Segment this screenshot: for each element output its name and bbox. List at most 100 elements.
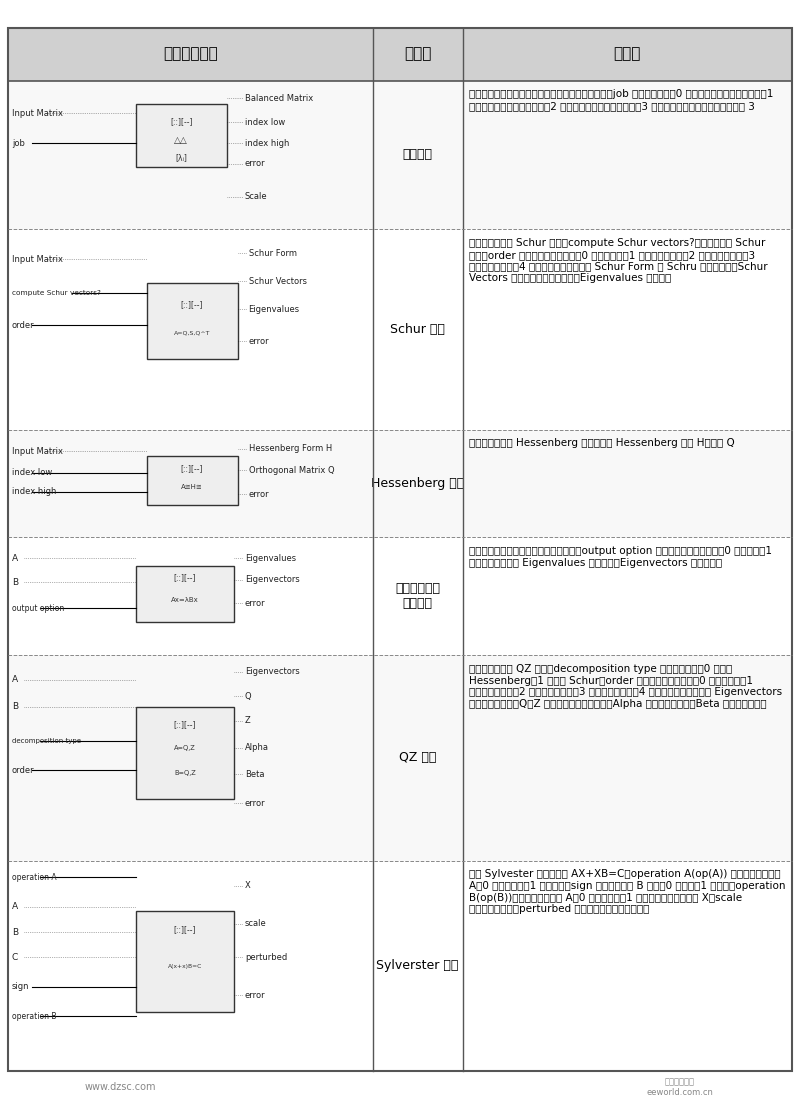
Text: Hessenberg Form H: Hessenberg Form H — [249, 445, 332, 454]
Text: A(x+x)B=C: A(x+x)B=C — [168, 964, 202, 969]
Text: [::][--]: [::][--] — [174, 925, 196, 934]
Bar — [8, 81, 373, 230]
Text: index low: index low — [245, 118, 286, 127]
Text: 计算输入矩阵的广义特征值和特征向量；output option 指定是否计算特征向量，0 表示计算，1 表示不计算；输出 Eigenvalues 为特征值，Ei: 计算输入矩阵的广义特征值和特征向量；output option 指定是否计算特征… — [469, 546, 772, 567]
Text: 平衡矩阵: 平衡矩阵 — [402, 149, 433, 161]
Text: index high: index high — [245, 139, 290, 148]
Text: Sylverster 方程: Sylverster 方程 — [377, 959, 459, 973]
Text: A: A — [12, 902, 18, 911]
Text: 功　能: 功 能 — [614, 46, 641, 62]
Text: perturbed: perturbed — [245, 953, 287, 962]
Text: C: C — [12, 953, 18, 962]
Bar — [135, 707, 234, 799]
Text: △△: △△ — [174, 136, 188, 145]
Text: index high: index high — [12, 488, 56, 497]
Text: B: B — [12, 702, 18, 711]
Text: Eigenvalues: Eigenvalues — [245, 554, 296, 563]
Text: Balanced Matrix: Balanced Matrix — [245, 94, 314, 103]
Text: QZ 分解: QZ 分解 — [399, 752, 436, 764]
Text: order: order — [12, 766, 34, 775]
Bar — [8, 860, 373, 1071]
Text: www.dzsc.com: www.dzsc.com — [84, 1082, 156, 1093]
Text: error: error — [249, 337, 270, 346]
Text: 名　称: 名 称 — [404, 46, 431, 62]
Text: Eigenvalues: Eigenvalues — [249, 305, 300, 314]
Text: Z: Z — [245, 716, 250, 725]
Text: error: error — [245, 598, 266, 608]
Text: Scale: Scale — [245, 192, 267, 201]
Bar — [8, 230, 373, 429]
Text: decomposition type: decomposition type — [12, 739, 81, 744]
Bar — [135, 911, 234, 1012]
Text: Orthogonal Matrix Q: Orthogonal Matrix Q — [249, 466, 334, 475]
Text: error: error — [245, 798, 266, 807]
Text: job: job — [12, 139, 25, 148]
Text: [::][--]: [::][--] — [174, 574, 196, 583]
Text: B=Q,Z: B=Q,Z — [174, 771, 196, 776]
Text: B: B — [12, 577, 18, 586]
Text: Schur 分解: Schur 分解 — [390, 323, 445, 336]
Text: index low: index low — [12, 468, 52, 477]
Bar — [373, 81, 462, 230]
Text: Input Matrix: Input Matrix — [12, 446, 63, 456]
Text: [::][--]: [::][--] — [170, 117, 193, 126]
Bar — [373, 656, 462, 860]
Text: A=Q,S,Q^T: A=Q,S,Q^T — [174, 330, 210, 336]
Bar — [462, 860, 792, 1071]
Bar — [146, 456, 238, 505]
Text: B: B — [12, 927, 18, 936]
Text: error: error — [245, 159, 266, 169]
Text: [::][--]: [::][--] — [174, 721, 196, 730]
Bar — [135, 105, 226, 167]
Text: 求解 Sylvester 矩阵方程式 AX+XB=C；operation A(op(A)) 指定是否转置矩阵 A，0 表示不转置，1 表示转置；sign 指定方: 求解 Sylvester 矩阵方程式 AX+XB=C；operation A(o… — [469, 869, 786, 914]
Bar — [462, 81, 792, 230]
Text: A=Q,Z: A=Q,Z — [174, 745, 196, 751]
Text: Eigenvectors: Eigenvectors — [245, 667, 300, 676]
Text: error: error — [245, 990, 266, 999]
Text: Hessenberg 分解: Hessenberg 分解 — [371, 477, 464, 490]
Text: error: error — [249, 490, 270, 499]
Text: A: A — [12, 676, 18, 684]
Text: 电子工程世界
eeworld.com.cn: 电子工程世界 eeworld.com.cn — [646, 1078, 714, 1097]
Bar — [135, 565, 234, 623]
Text: output option: output option — [12, 604, 64, 613]
Bar — [8, 28, 373, 81]
Bar — [462, 538, 792, 656]
Bar — [373, 28, 462, 81]
Text: 图标、接线端: 图标、接线端 — [163, 46, 218, 62]
Text: Schur Vectors: Schur Vectors — [249, 277, 306, 286]
Text: Ax=λBx: Ax=λBx — [171, 596, 198, 603]
Text: Alpha: Alpha — [245, 743, 269, 752]
Text: compute Schur vectors?: compute Schur vectors? — [12, 290, 101, 297]
Text: operation A: operation A — [12, 873, 57, 882]
Bar — [462, 656, 792, 860]
Text: Beta: Beta — [245, 769, 265, 778]
Bar — [146, 284, 238, 360]
Text: scale: scale — [245, 920, 266, 928]
Text: Input Matrix: Input Matrix — [12, 109, 63, 118]
Text: Schur Form: Schur Form — [249, 248, 297, 258]
Text: 对输入矩阵进行 Hessenberg 分解；输出 Hessenberg 矩阵 H、矩阵 Q: 对输入矩阵进行 Hessenberg 分解；输出 Hessenberg 矩阵 H… — [469, 438, 735, 448]
Text: 广义特征值和
特征向量: 广义特征值和 特征向量 — [395, 582, 440, 611]
Bar — [373, 538, 462, 656]
Text: operation B: operation B — [12, 1011, 57, 1021]
Text: 对输入矩阵进行 Schur 分解；compute Schur vectors?指定是否计算 Schur 向量；order 指定特征值排序方式，0 表示不排序，1: 对输入矩阵进行 Schur 分解；compute Schur vectors?指… — [469, 238, 768, 283]
Text: A: A — [12, 554, 18, 563]
Text: order: order — [12, 321, 34, 330]
Text: A≅H≅: A≅H≅ — [182, 484, 203, 489]
Bar — [462, 230, 792, 429]
Bar — [462, 28, 792, 81]
Text: Eigenvectors: Eigenvectors — [245, 575, 300, 584]
Bar — [8, 538, 373, 656]
Bar — [462, 429, 792, 538]
Bar — [373, 860, 462, 1071]
Bar — [8, 429, 373, 538]
Bar — [373, 230, 462, 429]
Text: [λᵢ]: [λᵢ] — [175, 153, 187, 162]
Bar — [8, 656, 373, 860]
Text: 对输入矩阵进行 QZ 分解；decomposition type 指定分解类型，0 为广义 Hessenberg，1 为广义 Schur；order 指定特征值: 对输入矩阵进行 QZ 分解；decomposition type 指定分解类型，… — [469, 665, 782, 709]
Text: [::][--]: [::][--] — [181, 464, 203, 473]
Text: 平衡输入矩阵以提高计算特征值和特征向量的精度；job 指定操作类型，0 表示不进行置换或比例变化，1 表示置换但不进行比例变化，2 表示进行比例变化但不置换，3: 平衡输入矩阵以提高计算特征值和特征向量的精度；job 指定操作类型，0 表示不进… — [469, 89, 774, 112]
Text: Q: Q — [245, 692, 251, 701]
Text: sign: sign — [12, 983, 30, 991]
